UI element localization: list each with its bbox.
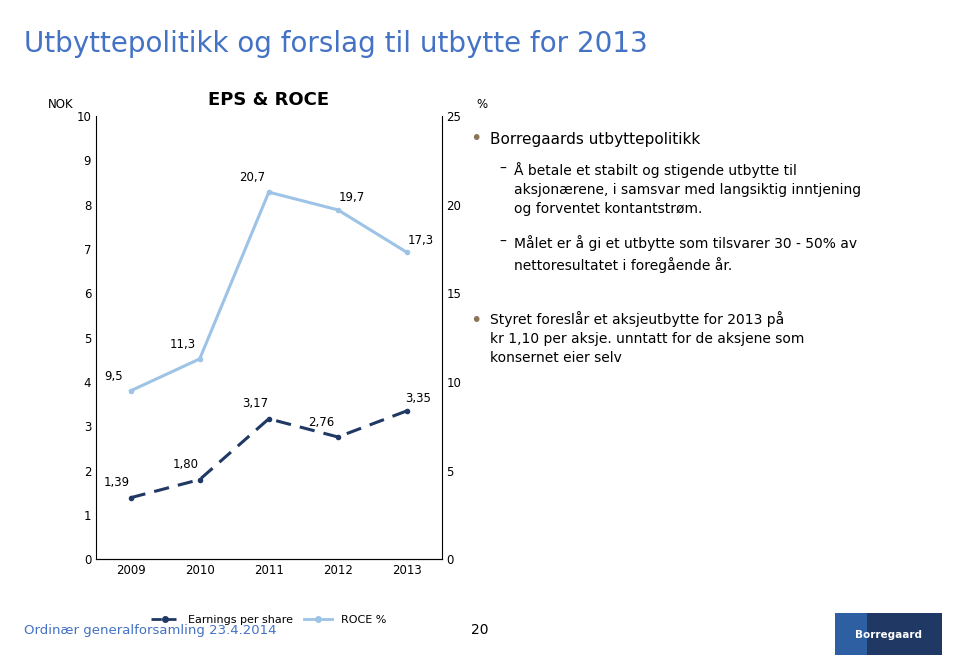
Text: Å betale et stabilt og stigende utbytte til
aksjonærene, i samsvar med langsikti: Å betale et stabilt og stigende utbytte … bbox=[514, 162, 861, 216]
Text: Ordinær generalforsamling 23.4.2014: Ordinær generalforsamling 23.4.2014 bbox=[24, 624, 276, 637]
Bar bbox=[835, 613, 868, 655]
Text: Målet er å gi et utbytte som tilsvarer 30 - 50% av
nettoresultatet i foregående : Målet er å gi et utbytte som tilsvarer 3… bbox=[514, 235, 856, 273]
Text: 9,5: 9,5 bbox=[105, 369, 123, 383]
Text: 11,3: 11,3 bbox=[170, 338, 196, 351]
Text: %: % bbox=[476, 99, 488, 111]
Text: 20,7: 20,7 bbox=[239, 171, 265, 184]
Text: –: – bbox=[499, 162, 506, 176]
Text: 17,3: 17,3 bbox=[408, 234, 434, 247]
Text: –: – bbox=[499, 235, 506, 249]
Text: 2,76: 2,76 bbox=[308, 416, 334, 428]
Bar bbox=[835, 613, 942, 655]
Text: Borregaards utbyttepolitikk: Borregaards utbyttepolitikk bbox=[490, 132, 700, 148]
Text: 20: 20 bbox=[471, 623, 489, 638]
Text: NOK: NOK bbox=[48, 99, 73, 111]
Text: 1,39: 1,39 bbox=[104, 477, 130, 489]
Title: EPS & ROCE: EPS & ROCE bbox=[208, 91, 329, 109]
Text: Styret foreslår et aksjeutbytte for 2013 på
kr 1,10 per aksje. unntatt for de ak: Styret foreslår et aksjeutbytte for 2013… bbox=[490, 311, 804, 365]
Text: 19,7: 19,7 bbox=[339, 191, 365, 205]
Text: Borregaard: Borregaard bbox=[855, 630, 923, 640]
Legend: Earnings per share, ROCE %: Earnings per share, ROCE % bbox=[147, 610, 391, 630]
Text: •: • bbox=[470, 129, 482, 148]
Text: 1,80: 1,80 bbox=[173, 458, 199, 471]
Text: 3,35: 3,35 bbox=[405, 393, 431, 405]
Text: Utbyttepolitikk og forslag til utbytte for 2013: Utbyttepolitikk og forslag til utbytte f… bbox=[24, 30, 648, 58]
Text: •: • bbox=[470, 311, 482, 330]
Text: 3,17: 3,17 bbox=[242, 397, 268, 410]
